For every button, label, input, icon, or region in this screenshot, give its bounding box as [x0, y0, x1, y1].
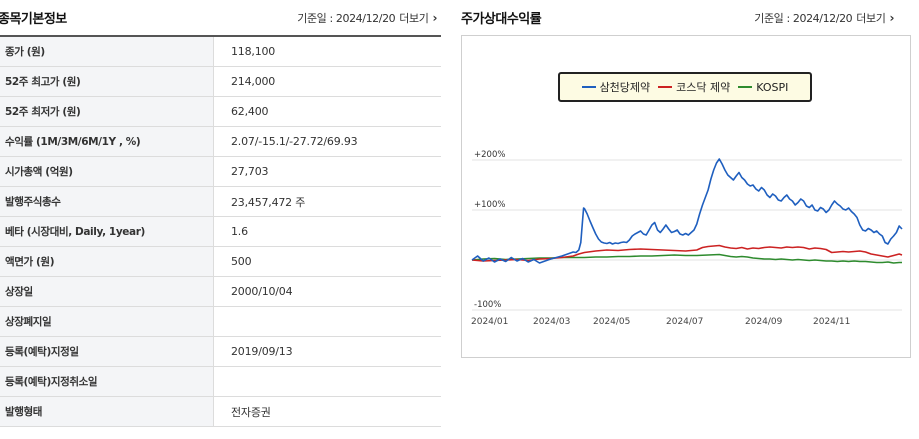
legend-label: 삼천당제약 [599, 81, 651, 94]
basic-info-ref: 기준일 : 2024/12/20 더보기 › [297, 10, 437, 26]
info-row-value: 500 [231, 255, 252, 268]
info-row-label: 수익률 (1M/3M/6M/1Y , %) [0, 127, 214, 156]
x-tick-label: 2024/03 [533, 317, 570, 327]
legend-swatch [738, 86, 753, 88]
basic-info-ref-date: 기준일 : 2024/12/20 [297, 12, 396, 25]
relative-return-ref-date: 기준일 : 2024/12/20 [754, 12, 853, 25]
info-row-label: 시가총액 (억원) [0, 157, 214, 186]
info-row: 상장일 2000/10/04 [0, 277, 441, 307]
chart-svg: +200% +100% -100% 2024/01 2024/03 2024/05 2024… [471, 150, 903, 327]
y-tick-label: -100% [474, 300, 501, 310]
relative-return-title: 주가상대수익률 [461, 12, 542, 27]
info-row: 시가총액 (억원) 27,703 [0, 157, 441, 187]
info-row-label: 상장폐지일 [0, 307, 214, 336]
basic-info-table: 종가 (원) 118,100 52주 최고가 (원) 214,000 52주 최저가 (… [0, 35, 441, 427]
relative-return-chart: +200% +100% -100% 2024/01 2024/03 2024/05 2024… [461, 35, 911, 358]
x-tick-label: 2024/05 [593, 317, 630, 327]
info-row-value: 214,000 [231, 75, 276, 88]
legend-item[interactable]: 삼천당제약 [581, 79, 651, 95]
series-line-1 [471, 244, 903, 262]
series-line-2 [471, 253, 902, 264]
chevron-right-icon[interactable]: › [432, 11, 437, 25]
basic-info-title: 종목기본정보 [0, 12, 67, 27]
info-row: 등록(예탁)지정일 2019/09/13 [0, 337, 441, 367]
x-tick-label: 2024/01 [471, 317, 508, 327]
legend-item[interactable]: KOSPI [738, 81, 788, 94]
info-row: 종가 (원) 118,100 [0, 37, 441, 67]
info-row-label: 등록(예탁)지정일 [0, 337, 214, 366]
info-row-label: 52주 최저가 (원) [0, 97, 214, 126]
info-row-label: 발행형태 [0, 397, 214, 426]
info-row: 등록(예탁)지정취소일 [0, 367, 441, 397]
info-row-value: 27,703 [231, 165, 269, 178]
relative-return-header: 주가상대수익률 기준일 : 2024/12/20 더보기 › [461, 0, 919, 34]
relative-return-ref: 기준일 : 2024/12/20 더보기 › [754, 10, 894, 26]
chevron-right-icon[interactable]: › [889, 11, 894, 25]
basic-info-more-link[interactable]: 더보기 [399, 12, 429, 25]
legend-label: KOSPI [756, 80, 789, 94]
info-row: 발행형태 전자증권 [0, 397, 441, 427]
info-row-value: 2000/10/04 [231, 285, 293, 298]
info-row-label: 상장일 [0, 277, 214, 306]
y-tick-label: +100% [474, 200, 505, 210]
x-tick-label: 2024/09 [745, 317, 783, 327]
info-row-label: 베타 (시장대비, Daily, 1year) [0, 217, 214, 246]
info-row-value: 118,100 [231, 45, 276, 58]
info-row-label: 발행주식총수 [0, 187, 214, 216]
basic-info-header: 종목기본정보 기준일 : 2024/12/20 더보기 › [0, 0, 441, 34]
x-tick-label: 2024/07 [666, 317, 703, 327]
chart-legend: 삼천당제약 코스닥 제약 KOSPI [558, 72, 812, 102]
basic-info-panel: 종목기본정보 기준일 : 2024/12/20 더보기 › 종가 (원) 118,… [0, 0, 441, 439]
info-row-label: 52주 최고가 (원) [0, 67, 214, 96]
series-line-0 [471, 158, 903, 264]
info-row: 액면가 (원) 500 [0, 247, 441, 277]
info-row: 베타 (시장대비, Daily, 1year) 1.6 [0, 217, 441, 247]
info-row-value: 2019/09/13 [231, 345, 293, 358]
info-row-value: 전자증권 [231, 405, 271, 419]
x-tick-label: 2024/11 [813, 317, 850, 327]
y-tick-label: +200% [474, 150, 505, 160]
info-row-value: 1.6 [231, 225, 248, 238]
info-row-label: 액면가 (원) [0, 247, 214, 276]
info-row: 수익률 (1M/3M/6M/1Y , %) 2.07/-15.1/-27.72/6… [0, 127, 441, 157]
info-row-label: 종가 (원) [0, 37, 214, 66]
legend-swatch [658, 86, 673, 88]
info-row-value [214, 307, 441, 336]
info-row-value: 2.07/-15.1/-27.72/69.93 [231, 135, 358, 148]
info-row-value: 62,400 [231, 105, 269, 118]
info-row-label: 등록(예탁)지정취소일 [0, 367, 214, 396]
relative-return-panel: 주가상대수익률 기준일 : 2024/12/20 더보기 › +200% +100… [461, 0, 919, 439]
info-row-value: 23,457,472 주 [231, 195, 306, 209]
info-row: 상장폐지일 [0, 307, 441, 337]
legend-swatch [581, 86, 596, 88]
info-row: 52주 최고가 (원) 214,000 [0, 67, 441, 97]
info-row: 발행주식총수 23,457,472 주 [0, 187, 441, 217]
info-row-value [214, 367, 441, 396]
legend-label: 코스닥 제약 [676, 81, 731, 94]
relative-return-more-link[interactable]: 더보기 [856, 12, 886, 25]
legend-item[interactable]: 코스닥 제약 [658, 79, 730, 95]
info-row: 52주 최저가 (원) 62,400 [0, 97, 441, 127]
